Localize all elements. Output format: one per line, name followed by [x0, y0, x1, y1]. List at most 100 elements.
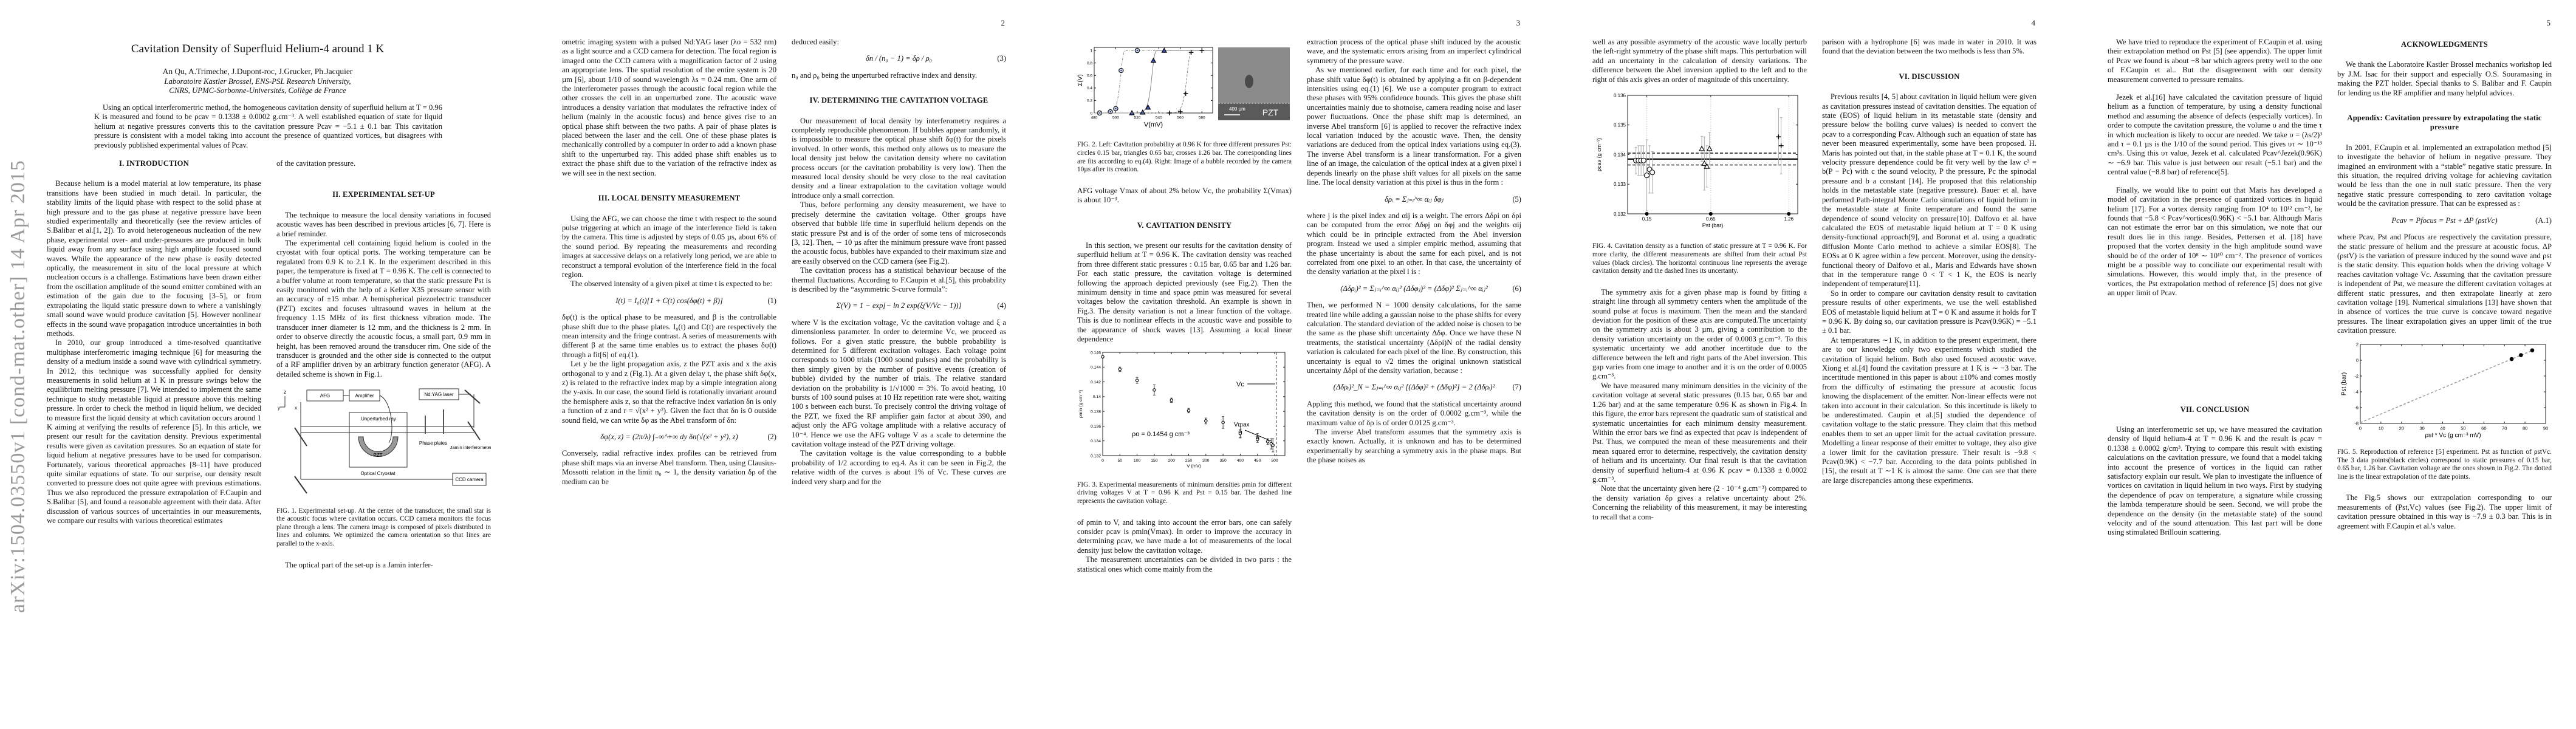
extrapolation-line: [2360, 349, 2533, 423]
label-y: y: [278, 405, 280, 411]
equation-body: δφ(x, z) = (2π/λ) ∫₋∞^+∞ dy δn(√(x² + y²…: [600, 433, 738, 442]
data-point: [1776, 134, 1781, 140]
page-number: 3: [1516, 18, 1521, 27]
series-0: [2509, 347, 2535, 361]
section-heading: VII. CONCLUSION: [2180, 405, 2250, 414]
paragraph: ometric imaging system with a pulsed Nd:…: [562, 38, 776, 177]
x-tick-label: 60: [2481, 425, 2486, 431]
rho0-annotation: ρo = 0.1454 g cm⁻³: [1132, 431, 1190, 438]
page-number: 4: [2031, 18, 2036, 27]
amplifier-box-label: Amplifier: [355, 393, 374, 399]
section-heading: III. LOCAL DENSITY MEASUREMENT: [598, 194, 741, 203]
x-tick-label: 150: [1151, 459, 1158, 463]
paragraph: Our measurement of local density by inte…: [792, 116, 1006, 200]
left-column: 480 500 520 540 560 580 0 0.2 0.4 0.6 0.8 1 V(mV) Σ(V…: [1077, 38, 1292, 574]
section-heading: IV. DETERMINING THE CAVITATION VOLTAGE: [809, 96, 988, 105]
x-tick-label: 90: [2543, 425, 2548, 431]
data-point: [1204, 419, 1208, 423]
paragraph: The experimental cell containing liquid …: [276, 239, 491, 378]
paragraph: Using the AFG, we can choose the time t …: [562, 214, 776, 279]
y-axis-label: Σ(V): [1077, 74, 1084, 86]
vmax-arrow: [1244, 430, 1272, 442]
page-4: 4 well as any possible asymmetry of the a…: [1546, 0, 2061, 729]
y-tick-label: 0.134: [1614, 152, 1626, 157]
plot-frame: [1102, 352, 1286, 456]
data-point: [1167, 111, 1172, 115]
figure-caption: FIG. 5. Reproduction of reference [5] ex…: [2337, 448, 2552, 481]
data-point: [2530, 347, 2535, 352]
x-axis-label: Pst (bar): [1702, 222, 1724, 228]
figure-fig2: 480 500 520 540 560 580 0 0.2 0.4 0.6 0.8 1 V(mV) Σ(V…: [1077, 44, 1292, 137]
vc-annotation: Vc: [1236, 381, 1244, 388]
data-point: [1255, 438, 1259, 442]
data-point: [2519, 352, 2523, 357]
y-tick-label: 0.138: [1091, 410, 1101, 414]
equation-number: (6): [1512, 284, 1521, 293]
fig5-graphic: 0 10 20 30 40 50 60 70 80 90 -8 -6 -4 -2 0 2 ρst * Vc (g…: [2341, 341, 2548, 439]
affiliation: Laboratoire Kastler Brossel, ENS-PSL Res…: [164, 77, 351, 86]
section-heading: V. CAVITATION DENSITY: [1137, 221, 1232, 230]
paragraph: The Fig.5 shows our extrapolation corres…: [2337, 493, 2552, 530]
x-tick-label: 0.15: [1642, 216, 1652, 222]
data-point: [1704, 163, 1710, 169]
data-point: [1188, 50, 1194, 55]
ccd-camera-box: [452, 473, 487, 486]
y-tick-label: 1: [1090, 49, 1092, 53]
equation-body: Pcav = Pfocus = Pst + ΔP (ρstVc): [2391, 216, 2498, 225]
interferometer-rays: [301, 426, 474, 433]
scale-bar-label: 400 µm: [1229, 106, 1245, 112]
data-point-center: [1115, 108, 1117, 109]
paragraph: Conversely, radial refractive index prof…: [562, 449, 776, 486]
x-tick-label: 480: [1091, 116, 1098, 120]
phase-plates: [425, 409, 444, 434]
x-tick-label: 350: [1219, 459, 1227, 463]
equation-body: I(t) = I₀(t)[1 + C(t) cos(δφ(t) + β)]: [615, 296, 723, 305]
x-axis-label: ρst * Vc (g cm⁻³ mV): [2425, 432, 2481, 439]
y-tick-label: 0.136: [1091, 425, 1101, 429]
y-tick-label: 0.4: [1087, 86, 1092, 91]
right-column: parison with a hydrophone [6] was made i…: [1822, 38, 2036, 485]
left-column: well as any possible asymmetry of the ac…: [1592, 38, 1807, 522]
section-heading: ACKNOWLEDGMENTS: [2401, 40, 2488, 49]
page-2: 2 ometric imaging system with a pulsed Nd…: [515, 0, 1030, 729]
fig1-graphic: AFG Amplifier Nd:YAG laser CCD camera Unpert…: [278, 388, 492, 494]
y-tick-label: 0: [2356, 357, 2358, 363]
paragraph: Because helium is a model material at lo…: [47, 179, 261, 338]
label-z: z: [284, 389, 286, 395]
data-point-center: [1120, 70, 1122, 72]
paragraph: We thank the Laboratoire Kastler Brossel…: [2337, 60, 2552, 97]
equation: δφ(x, z) = (2π/λ) ∫₋∞^+∞ dy δn(√(x² + y²…: [562, 433, 776, 442]
equation: δρᵢ = Σⱼ₌ᵢ^∞ αᵢⱼ δφⱼ (5): [1307, 195, 1521, 204]
data-point: [1778, 143, 1784, 148]
x-tick-label: 500: [1271, 459, 1278, 463]
arxiv-stamp: arXiv:1504.03550v1 [cond-mat.other] 14 A…: [7, 160, 29, 613]
page-5: 5 We have tried to reproduce the experime…: [2061, 0, 2576, 729]
pst-marker: [1708, 212, 1713, 216]
plot-frame: [1094, 47, 1213, 114]
y-tick-label: 0: [1090, 111, 1092, 115]
paragraph: where V is the excitation voltage, Vc th…: [792, 318, 1006, 449]
pst-marker: [1787, 212, 1791, 216]
figure-caption: FIG. 3. Experimental measurements of min…: [1077, 481, 1292, 505]
figure-caption: FIG. 1. Experimental set-up. At the cent…: [276, 507, 491, 547]
series-2: [1776, 108, 1784, 174]
data-point: [1170, 399, 1173, 403]
y-axis-label: Pst (bar): [2341, 372, 2348, 395]
y-tick-label: 0.142: [1091, 380, 1101, 385]
y-tick-label: 0.2: [1087, 99, 1092, 103]
data-point-center: [1109, 111, 1111, 112]
x-tick-label: 100: [1134, 459, 1141, 463]
data-point: [2509, 357, 2514, 361]
data-point-center: [1136, 50, 1138, 52]
section-heading: Appendix: Cavitation pressure by extrapo…: [2347, 114, 2542, 132]
paper-title: Cavitation Density of Superfluid Helium-…: [131, 43, 385, 55]
x-axis-label: V (mV): [1187, 464, 1201, 469]
paragraph: parison with a hydrophone [6] was made i…: [1822, 38, 2036, 56]
y-tick-label: 0.132: [1614, 211, 1626, 217]
equation: Pcav = Pfocus = Pst + ΔP (ρstVc) (A.1): [2337, 216, 2552, 225]
left-column: We have tried to reproduce the experimen…: [2108, 38, 2322, 538]
y-tick-label: 0.144: [1091, 366, 1101, 370]
cryostat: [349, 412, 408, 468]
x-tick-label: 30: [2419, 425, 2424, 431]
equation-number: (3): [997, 54, 1006, 63]
